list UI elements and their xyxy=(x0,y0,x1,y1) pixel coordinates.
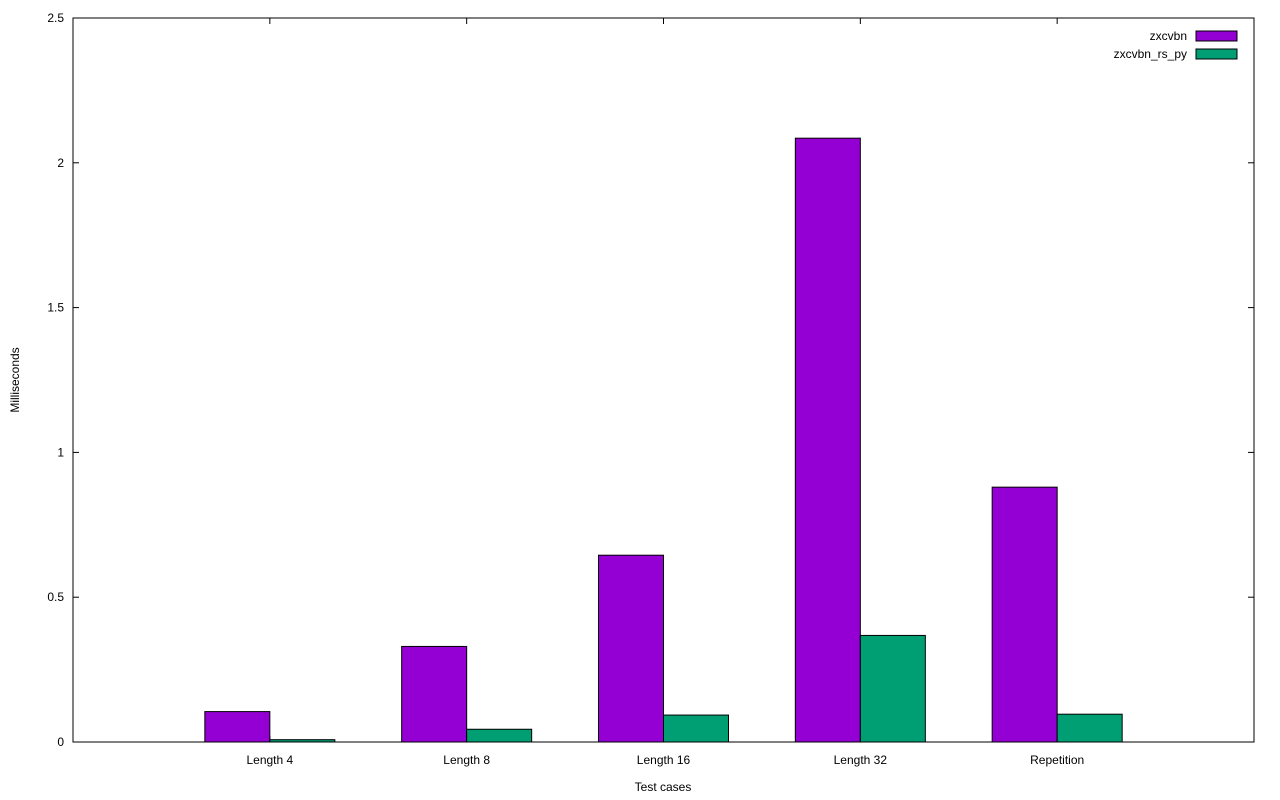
x-tick-label: Repetition xyxy=(1030,753,1084,767)
plot-frame xyxy=(72,17,1255,743)
y-tick-label: 2 xyxy=(57,156,64,170)
legend-swatch xyxy=(1195,30,1238,42)
bar-zxcvbn xyxy=(794,137,861,743)
x-tick-label: Length 16 xyxy=(637,753,691,767)
x-axis-label: Test cases xyxy=(635,780,692,794)
bar-zxcvbn xyxy=(991,486,1058,743)
x-tick-label: Length 8 xyxy=(443,753,490,767)
legend: zxcvbn zxcvbn_rs_py xyxy=(1114,29,1238,61)
legend-label: zxcvbn xyxy=(1150,29,1187,43)
y-tick-label: 0 xyxy=(57,735,64,749)
bar-zxcvbn-rs-py xyxy=(663,714,729,743)
y-tick-label: 1.5 xyxy=(47,301,64,315)
bar-zxcvbn-rs-py xyxy=(466,728,533,743)
x-tick-label: Length 32 xyxy=(834,753,888,767)
y-tick-label: 1 xyxy=(57,445,64,459)
bar-zxcvbn xyxy=(598,554,664,743)
bar-zxcvbn-rs-py xyxy=(859,634,926,743)
y-axis-label: Milliseconds xyxy=(8,347,22,412)
y-axis-ticks: 0 0.5 1 1.5 2 2.5 xyxy=(47,11,1254,749)
y-tick-label: 0.5 xyxy=(47,590,64,604)
legend-label: zxcvbn_rs_py xyxy=(1114,47,1187,61)
y-tick-label: 2.5 xyxy=(47,11,64,25)
bar-zxcvbn-rs-py xyxy=(1056,713,1123,743)
x-axis-ticks: Length 4 Length 8 Length 16 Length 32 Repeti… xyxy=(246,18,1084,767)
bar-zxcvbn xyxy=(204,711,271,743)
x-tick-label: Length 4 xyxy=(246,753,293,767)
bars xyxy=(204,137,1123,743)
bar-zxcvbn xyxy=(401,645,468,743)
legend-swatch xyxy=(1195,48,1238,60)
